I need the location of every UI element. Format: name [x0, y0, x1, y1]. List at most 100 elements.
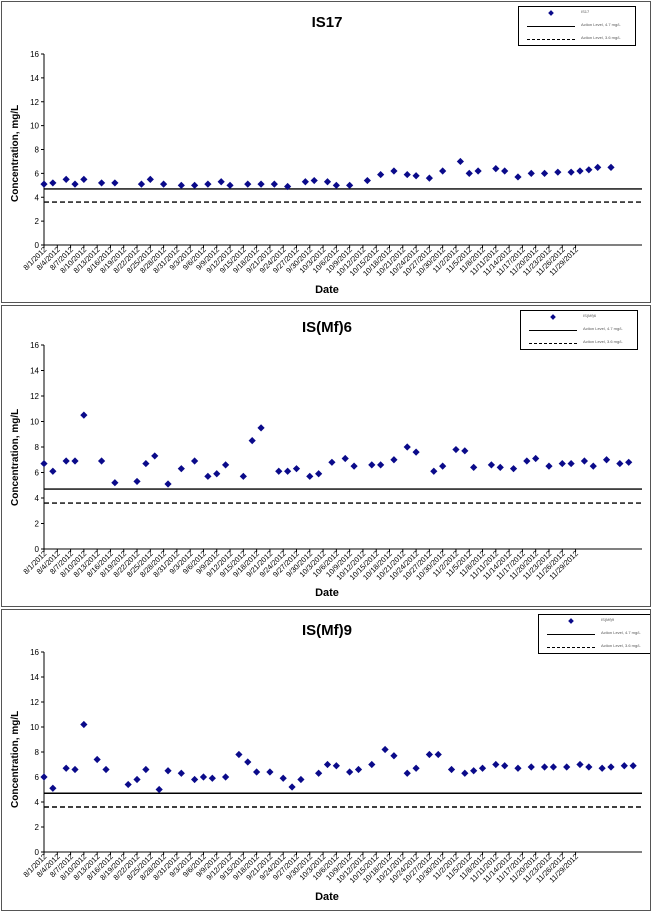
data-point	[288, 783, 296, 791]
legend-entry-solid: Action Level, 4.7 mg/L	[539, 629, 650, 641]
data-point	[567, 459, 575, 468]
data-point	[514, 173, 522, 181]
data-point	[93, 755, 101, 764]
legend-label: IS17	[581, 9, 590, 14]
data-point	[244, 180, 252, 188]
data-point	[213, 470, 221, 478]
data-point	[266, 768, 274, 776]
data-point	[151, 452, 159, 460]
data-point	[80, 411, 88, 419]
data-point	[532, 454, 540, 463]
data-point	[540, 169, 549, 177]
legend-entry-dashed: Action Level, 3.6 mg/L	[519, 34, 635, 46]
data-point	[191, 181, 199, 189]
data-point	[470, 463, 478, 471]
data-point	[390, 752, 398, 760]
data-point	[155, 785, 163, 794]
data-point	[412, 448, 420, 456]
chart-plot: 02468101214168/1/20128/4/20128/7/20128/1…	[21, 50, 642, 278]
data-point	[235, 750, 243, 759]
data-point	[527, 763, 535, 771]
data-point	[341, 454, 349, 463]
data-point	[580, 457, 589, 465]
legend-entry-series: IS(Mf)9	[539, 616, 650, 628]
data-point	[62, 764, 70, 772]
data-point	[501, 167, 509, 175]
data-point	[368, 461, 376, 469]
y-tick-label: 12	[30, 392, 39, 401]
data-point	[142, 459, 150, 468]
data-point	[323, 178, 332, 186]
data-point	[332, 762, 340, 770]
data-point	[527, 169, 535, 177]
data-point	[474, 167, 482, 175]
data-point	[133, 477, 141, 486]
data-point	[554, 168, 562, 176]
legend-label: IS(Mf)9	[601, 617, 615, 622]
y-tick-label: 8	[35, 748, 40, 757]
legend: IS17 Action Level, 4.7 mg/L Action Level…	[518, 6, 636, 46]
data-point	[310, 176, 318, 185]
x-axis-label: Date	[315, 284, 339, 296]
data-point	[71, 765, 79, 774]
data-point	[257, 180, 265, 188]
data-point	[540, 763, 549, 771]
x-axis-label: Date	[315, 587, 339, 599]
data-point	[496, 463, 504, 471]
y-tick-label: 4	[35, 798, 40, 807]
data-point	[545, 462, 553, 470]
data-point	[191, 457, 199, 465]
data-point	[487, 461, 495, 469]
data-point	[226, 181, 234, 189]
y-tick-label: 10	[30, 723, 39, 732]
data-point	[523, 457, 531, 465]
data-point	[204, 472, 212, 480]
data-point	[40, 773, 48, 781]
dashed-line-icon	[527, 39, 575, 40]
solid-line-icon	[529, 330, 577, 331]
data-point	[124, 780, 132, 789]
diamond-marker-icon	[550, 314, 556, 320]
y-tick-label: 0	[35, 241, 40, 250]
data-point	[306, 472, 314, 480]
data-point	[297, 775, 305, 784]
data-point	[328, 458, 336, 466]
data-point	[40, 459, 48, 468]
data-point	[629, 762, 637, 770]
y-tick-label: 14	[30, 673, 39, 682]
data-point	[111, 479, 119, 487]
data-point	[222, 773, 230, 781]
solid-line-icon	[547, 634, 595, 635]
data-point	[625, 458, 633, 466]
data-point	[368, 760, 376, 769]
data-point	[620, 762, 628, 770]
data-point	[49, 784, 57, 792]
data-point	[412, 764, 420, 772]
data-point	[248, 437, 256, 445]
data-point	[465, 169, 473, 177]
y-tick-label: 8	[35, 443, 40, 452]
data-point	[111, 179, 119, 187]
data-point	[501, 762, 509, 770]
chart-plot: 02468101214168/1/20128/4/20128/7/20128/1…	[21, 341, 642, 582]
data-point	[434, 750, 442, 759]
data-point	[558, 459, 566, 468]
data-point	[346, 181, 354, 189]
data-point	[270, 180, 278, 188]
y-tick-label: 8	[35, 146, 40, 155]
chart-panel-is-mf9: IS(Mf)9 Concentration, mg/L 0 2 4 6 8 10 12 14 1…	[1, 609, 651, 911]
data-point	[275, 467, 283, 475]
chart-panel-is17: IS17 Concentration, mg/L 0 2 4 6 8 10 12 14 16 8/…	[1, 1, 651, 303]
y-tick-label: 14	[30, 74, 39, 83]
y-tick-label: 16	[30, 648, 39, 657]
dashed-line-icon	[547, 647, 595, 648]
y-tick-label: 6	[35, 469, 40, 478]
data-point	[563, 763, 571, 771]
data-point	[284, 467, 292, 475]
data-point	[602, 456, 611, 464]
data-point	[204, 180, 212, 188]
chart-title: IS17	[311, 14, 343, 31]
legend: IS(Mf)6 Action Level, 4.7 mg/L Action Le…	[520, 310, 638, 350]
y-tick-label: 2	[35, 217, 40, 226]
data-point	[576, 760, 584, 769]
